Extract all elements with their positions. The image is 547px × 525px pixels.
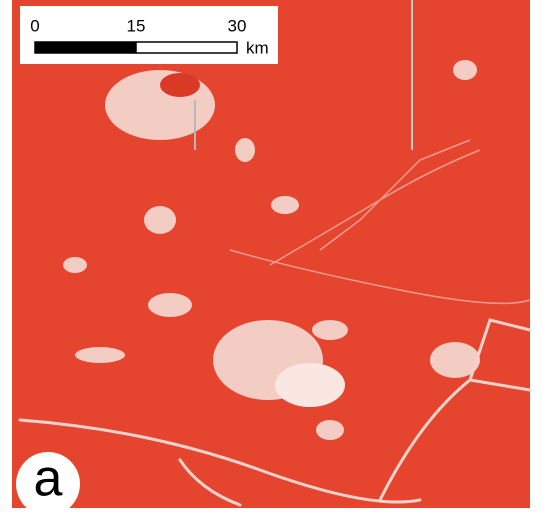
patch [63, 257, 87, 273]
panel-label: a [34, 450, 63, 508]
patch [453, 60, 477, 80]
patch [312, 320, 348, 340]
crater-pit [160, 73, 200, 97]
patch [235, 138, 255, 162]
patch [148, 293, 192, 317]
map-background [12, 0, 530, 508]
patch [316, 420, 344, 440]
scale-segment [35, 42, 136, 53]
scale-tick-label: 0 [30, 16, 39, 35]
scale-bar: km 0 15 30 [20, 6, 278, 64]
patch [144, 206, 176, 234]
scale-tick-label: 15 [127, 16, 146, 35]
highland [275, 363, 345, 407]
scale-segment [136, 42, 237, 53]
scale-unit: km [246, 38, 269, 57]
patch [75, 347, 125, 363]
map-figure: km 0 15 30 a [0, 0, 547, 525]
scale-tick-label: 30 [228, 16, 247, 35]
patch [271, 196, 299, 214]
